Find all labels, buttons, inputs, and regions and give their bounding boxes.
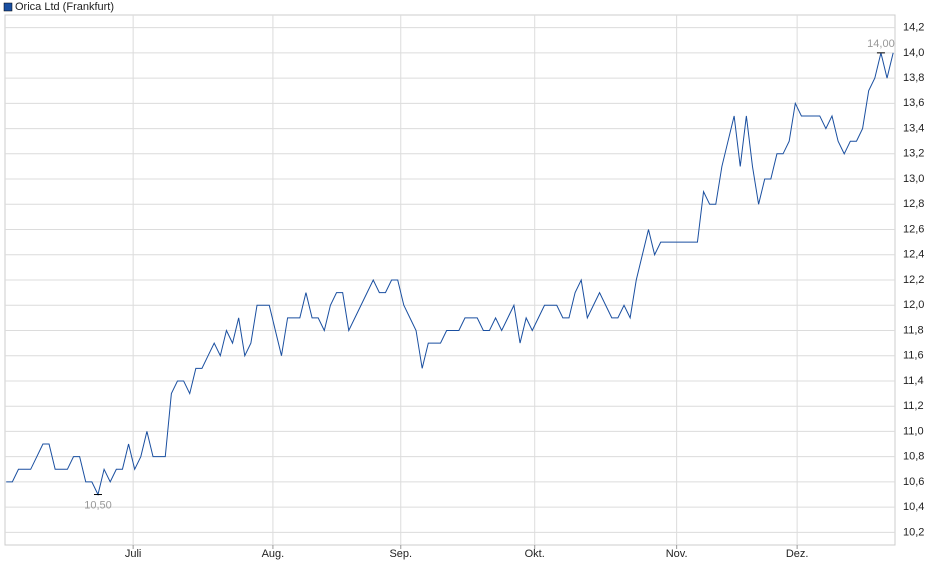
y-tick-label: 11,0 [903,425,924,437]
annotation-label: 10,50 [84,499,112,511]
y-tick-label: 10,6 [903,476,924,488]
x-tick-label: Okt. [525,548,545,560]
y-tick-label: 11,8 [903,324,924,336]
x-tick-label: Juli [125,548,142,560]
y-tick-label: 12,0 [903,299,924,311]
y-tick-label: 13,0 [903,173,924,185]
y-tick-label: 10,4 [903,501,924,513]
y-tick-label: 11,4 [903,375,924,387]
annotation-label: 14,00 [867,38,895,50]
y-tick-label: 12,2 [903,274,924,286]
y-tick-label: 12,8 [903,198,924,210]
price-line [6,52,894,496]
y-tick-label: 14,2 [903,22,924,34]
x-tick-label: Sep. [389,548,412,560]
y-tick-label: 12,4 [903,249,924,261]
y-tick-label: 13,6 [903,97,924,109]
y-tick-label: 13,2 [903,148,924,160]
y-tick-label: 11,6 [903,350,924,362]
legend-label: Orica Ltd (Frankfurt) [15,1,114,13]
y-tick-label: 10,2 [903,526,924,538]
y-tick-label: 14,0 [903,47,924,59]
x-tick-label: Aug. [262,548,285,560]
y-tick-label: 11,2 [903,400,924,412]
y-tick-label: 12,6 [903,223,924,235]
legend-swatch [3,2,13,12]
x-tick-label: Nov. [666,548,688,560]
y-tick-label: 13,8 [903,72,924,84]
x-tick-label: Dez. [786,548,809,560]
y-tick-label: 10,8 [903,451,924,463]
y-tick-label: 13,4 [903,122,924,134]
